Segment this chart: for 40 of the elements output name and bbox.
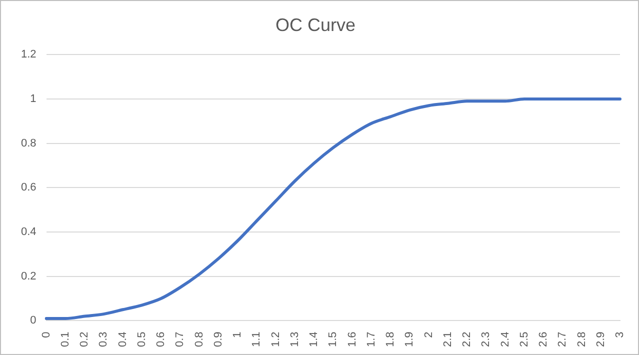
x-tick-label: 0.4 [116, 332, 129, 348]
x-tick-label: 1.3 [288, 332, 301, 348]
y-tick-label: 0 [30, 314, 36, 327]
x-tick-label: 1.6 [346, 332, 358, 348]
x-tick-label: 1 [232, 332, 244, 338]
x-tick-label: 0 [40, 332, 52, 338]
y-tick-label: 1 [30, 92, 36, 105]
x-tick-label: 2.2 [461, 332, 474, 348]
x-tick-label: 0.2 [78, 332, 91, 348]
x-tick-label: 1.2 [270, 332, 282, 348]
x-tick-label: 0.1 [59, 332, 72, 348]
x-tick-label: 1.4 [308, 332, 320, 348]
y-tick-label: 1.2 [20, 48, 36, 61]
x-tick-label: 0.6 [155, 332, 168, 348]
y-tick-label: 0.2 [20, 270, 36, 282]
x-tick-label: 1.7 [365, 332, 378, 348]
x-tick-label: 2.4 [499, 332, 512, 348]
x-tick-label: 0.8 [193, 332, 206, 348]
x-tick-label: 2.9 [594, 332, 607, 348]
x-tick-label: 0.9 [212, 332, 224, 348]
line-series [44, 97, 622, 320]
x-tick-label: 2.7 [556, 332, 569, 348]
x-tick-label: 2 [422, 332, 435, 338]
x-tick-label: 3 [614, 332, 626, 338]
x-tick-label: 1.8 [384, 332, 397, 348]
x-tick-label: 2.1 [442, 332, 454, 348]
x-tick-label: 2.3 [480, 332, 492, 348]
x-tick-label: 2.8 [576, 332, 588, 348]
x-tick-label: 1.1 [250, 332, 263, 348]
x-tick-label: 1.9 [404, 332, 416, 348]
x-tick-label: 0.7 [174, 332, 186, 348]
x-tick-label: 2.5 [518, 332, 530, 348]
x-tick-label: 1.5 [327, 332, 340, 348]
x-tick-label: 2.6 [538, 332, 550, 348]
y-tick-label: 0.4 [20, 226, 36, 238]
chart-title: OC Curve [275, 14, 356, 35]
y-tick-label: 0.6 [20, 182, 36, 194]
x-tick-label: 0.3 [98, 332, 110, 348]
x-tick-label: 0.5 [136, 332, 148, 348]
y-tick-label: 0.8 [20, 137, 36, 150]
